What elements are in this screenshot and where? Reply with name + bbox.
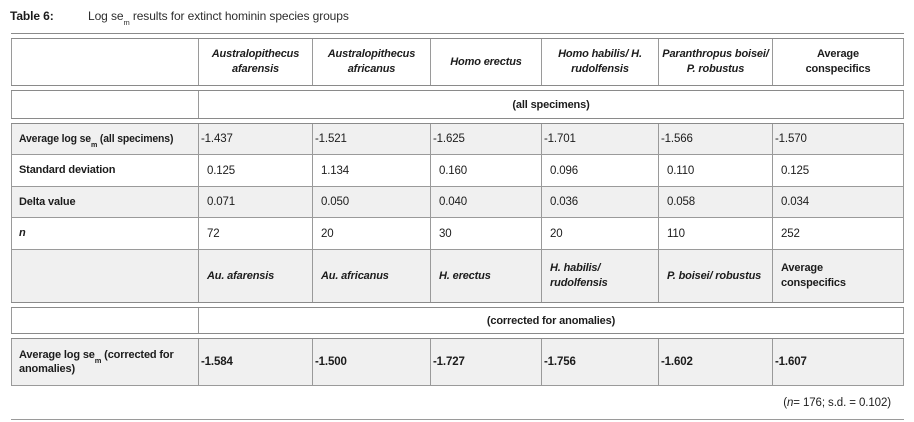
row-label-pre: Average log se [19,132,91,145]
abbrev-habilis: H. habilis/ rudolfensis [541,250,658,302]
abbrev-erectus: H. erectus [430,250,541,302]
column-header-afarensis: Australopithecus afarensis [198,39,312,85]
abbrev-empty-cell [12,250,198,302]
banner-empty-cell [12,308,198,333]
caption-pre: Log se [88,9,124,23]
header-row: Australopithecus afarensis Australopithe… [11,39,904,85]
column-header-paranthropus: Paranthropus boisei/ P. robustus [658,39,772,85]
value-cell: -1.570 [772,124,903,154]
rule [11,154,904,155]
column-header-label: Average conspecifics [805,48,871,75]
row-label-subscript: m [94,355,102,365]
row-label-post: (all specimens) [97,132,174,145]
value-cell: -1.607 [772,339,903,385]
row-label-cell: Delta value [19,195,76,208]
value-cell: -1.500 [312,339,430,385]
section-banner-row: (all specimens) [11,91,904,118]
abbrev-paranthropus: P. boisei/ robustus [658,250,772,302]
table-row-delta-value: Delta value 0.071 0.050 0.040 0.036 0.05… [11,187,904,217]
rule [11,333,904,339]
footnote-open: ( [783,396,787,409]
column-header-label: Homo habilis/ H. rudolfensis [558,48,642,75]
rule [11,186,904,187]
header-empty-cell [12,39,198,85]
value-cell: 20 [541,218,658,249]
bottom-rule [11,419,904,420]
value-cell: 0.050 [312,187,430,217]
value-cell: 1.134 [312,155,430,186]
data-table: Australopithecus afarensis Australopithe… [11,33,904,420]
value-cell: -1.566 [658,124,772,154]
rule [11,217,904,218]
value-cell: -1.521 [312,124,430,154]
column-header-habilis: Homo habilis/ H. rudolfensis [541,39,658,85]
footnote-rest: = 176; s.d. = 0.102) [793,396,891,409]
top-rule [11,33,904,39]
abbrev-afarensis: Au. afarensis [198,250,312,302]
column-header-label: Australopithecus afarensis [211,48,300,75]
value-cell: 30 [430,218,541,249]
value-cell: -1.602 [658,339,772,385]
column-header-average: Average conspecifics [772,39,903,85]
abbrev-average-label: Average conspecifics [781,262,846,289]
value-cell: -1.701 [541,124,658,154]
section-banner-corrected: (corrected for anomalies) [198,308,903,333]
value-cell: 0.058 [658,187,772,217]
rule [11,118,904,124]
footnote-n: n [786,396,794,409]
value-cell: -1.437 [198,124,312,154]
table-row-n: n 72 20 30 20 110 252 [11,218,904,249]
row-label: Average log sem (all specimens) [19,132,174,150]
row-label: Average log sem (corrected for anomalies… [19,348,192,377]
table-title: Log sem results for extinct hominin spec… [88,9,349,28]
rule [11,385,904,386]
table-caption: Table 6: Log sem results for extinct hom… [10,9,914,28]
value-cell: 0.125 [198,155,312,186]
table-number: Table 6: [10,9,54,23]
row-label-cell: Average log sem (corrected for anomalies… [12,339,198,385]
row-label-post: (corrected for anomalies) [19,348,174,375]
value-cell: -1.625 [430,124,541,154]
value-cell: 252 [772,218,903,249]
value-cell: -1.756 [541,339,658,385]
value-cell: 0.040 [430,187,541,217]
table-row-average-corrected: Average log sem (corrected for anomalies… [11,339,904,385]
column-header-label: Paranthropus boisei/ P. robustus [662,48,769,75]
abbrev-average: Average conspecifics [772,250,903,302]
value-cell: 72 [198,218,312,249]
rule [11,249,904,250]
value-cell: 0.071 [198,187,312,217]
section-banner-all-specimens: (all specimens) [198,91,903,118]
value-cell: 0.034 [772,187,903,217]
row-label-subscript: m [90,140,98,150]
value-cell: 0.096 [541,155,658,186]
value-cell: 0.125 [772,155,903,186]
row-label-cell: Standard deviation [19,164,116,177]
banner-empty-cell [12,91,198,118]
caption-subscript: m [123,18,130,28]
value-cell: 0.110 [658,155,772,186]
section-banner-row: (corrected for anomalies) [11,308,904,333]
value-cell: 0.036 [541,187,658,217]
rule [11,302,904,308]
value-cell: 110 [658,218,772,249]
row-label-cell: n [19,227,26,240]
column-header-erectus: Homo erectus [430,39,541,85]
table-row-standard-deviation: Standard deviation 0.125 1.134 0.160 0.0… [11,155,904,186]
rule [11,85,904,91]
abbrev-africanus: Au. africanus [312,250,430,302]
column-header-label: Australopithecus africanus [327,48,416,75]
value-cell: -1.584 [198,339,312,385]
table-row-average-all: Average log sem (all specimens) -1.437 -… [11,124,904,154]
caption-post: results for extinct hominin species grou… [129,9,349,23]
row-label-pre: Average log se [19,348,95,361]
value-cell: 0.160 [430,155,541,186]
column-header-africanus: Australopithecus africanus [312,39,430,85]
value-cell: -1.727 [430,339,541,385]
value-cell: 20 [312,218,430,249]
table-footnote: (n = 176; s.d. = 0.102) [11,386,904,419]
row-label-cell: Average log sem (all specimens) [12,124,198,154]
abbrev-header-row: Au. afarensis Au. africanus H. erectus H… [11,250,904,302]
column-header-label: Homo erectus [450,55,522,68]
